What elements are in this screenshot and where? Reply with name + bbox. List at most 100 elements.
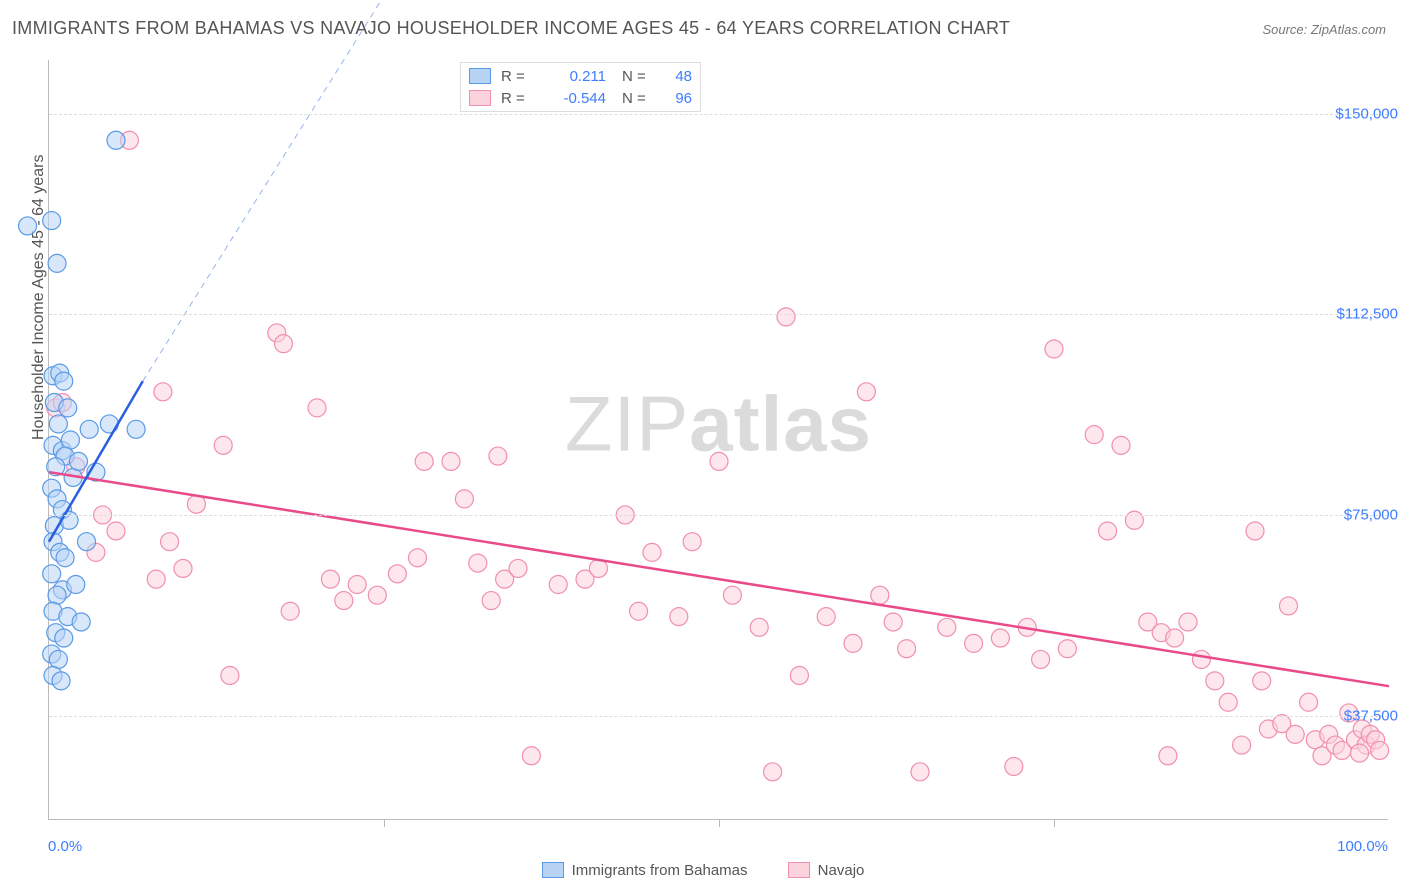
data-point	[147, 570, 165, 588]
series-legend: Immigrants from Bahamas Navajo	[0, 862, 1406, 883]
data-point	[1206, 672, 1224, 690]
data-point	[482, 592, 500, 610]
data-point	[817, 608, 835, 626]
data-point	[59, 399, 77, 417]
legend-item-1: Navajo	[788, 862, 865, 879]
source-attribution: Source: ZipAtlas.com	[1262, 22, 1386, 37]
data-point	[643, 543, 661, 561]
data-point	[55, 372, 73, 390]
data-point	[127, 420, 145, 438]
data-point	[1286, 725, 1304, 743]
data-point	[48, 586, 66, 604]
data-point	[1219, 693, 1237, 711]
x-tick-label: 100.0%	[1337, 838, 1388, 855]
data-point	[221, 666, 239, 684]
data-point	[69, 452, 87, 470]
data-point	[308, 399, 326, 417]
data-point	[174, 559, 192, 577]
data-point	[409, 549, 427, 567]
data-point	[991, 629, 1009, 647]
swatch-series-1	[469, 90, 491, 106]
data-point	[790, 666, 808, 684]
data-point	[549, 576, 567, 594]
data-point	[56, 549, 74, 567]
data-point	[857, 383, 875, 401]
data-point	[67, 576, 85, 594]
data-point	[1179, 613, 1197, 631]
data-point	[1032, 650, 1050, 668]
data-point	[1099, 522, 1117, 540]
r-value-1: -0.544	[541, 90, 606, 107]
y-tick-label: $150,000	[1335, 105, 1398, 122]
legend-row-series-0: R = 0.211 N = 48	[469, 65, 692, 87]
data-point	[1058, 640, 1076, 658]
data-point	[107, 131, 125, 149]
data-point	[1246, 522, 1264, 540]
data-point	[489, 447, 507, 465]
series-0-name: Immigrants from Bahamas	[572, 862, 748, 879]
data-point	[710, 452, 728, 470]
data-point	[1280, 597, 1298, 615]
data-point	[100, 415, 118, 433]
data-point	[72, 613, 90, 631]
data-point	[43, 212, 61, 230]
data-point	[335, 592, 353, 610]
data-point	[348, 576, 366, 594]
data-point	[884, 613, 902, 631]
data-point	[1112, 436, 1130, 454]
data-point	[275, 335, 293, 353]
data-point	[388, 565, 406, 583]
data-point	[723, 586, 741, 604]
data-point	[683, 533, 701, 551]
data-point	[522, 747, 540, 765]
legend-item-0: Immigrants from Bahamas	[542, 862, 748, 879]
data-point	[415, 452, 433, 470]
data-point	[107, 522, 125, 540]
data-point	[49, 415, 67, 433]
data-point	[469, 554, 487, 572]
data-point	[1005, 757, 1023, 775]
y-axis-label: Householder Income Ages 45 - 64 years	[30, 155, 48, 441]
data-point	[965, 634, 983, 652]
r-value-0: 0.211	[541, 68, 606, 85]
data-point	[281, 602, 299, 620]
data-point	[509, 559, 527, 577]
data-point	[871, 586, 889, 604]
data-point	[161, 533, 179, 551]
scatter-svg	[49, 60, 1388, 819]
swatch-series-0-icon	[542, 862, 564, 878]
y-tick-label: $37,500	[1344, 707, 1398, 724]
data-point	[938, 618, 956, 636]
data-point	[52, 672, 70, 690]
data-point	[43, 565, 61, 583]
data-point	[1300, 693, 1318, 711]
n-value-1: 96	[662, 90, 692, 107]
x-tick-label: 0.0%	[48, 838, 82, 855]
data-point	[442, 452, 460, 470]
data-point	[1159, 747, 1177, 765]
n-value-0: 48	[662, 68, 692, 85]
data-point	[630, 602, 648, 620]
data-point	[55, 629, 73, 647]
data-point	[777, 308, 795, 326]
y-tick-label: $112,500	[1337, 306, 1398, 323]
data-point	[898, 640, 916, 658]
data-point	[78, 533, 96, 551]
swatch-series-0	[469, 68, 491, 84]
data-point	[455, 490, 473, 508]
data-point	[1351, 744, 1369, 762]
data-point	[1233, 736, 1251, 754]
data-point	[214, 436, 232, 454]
data-point	[1192, 650, 1210, 668]
data-point	[49, 650, 67, 668]
data-point	[48, 254, 66, 272]
correlation-legend: R = 0.211 N = 48 R = -0.544 N = 96	[460, 62, 701, 112]
data-point	[764, 763, 782, 781]
legend-row-series-1: R = -0.544 N = 96	[469, 87, 692, 109]
series-1-name: Navajo	[818, 862, 865, 879]
data-point	[844, 634, 862, 652]
data-point	[1253, 672, 1271, 690]
r-label: R =	[501, 68, 531, 85]
data-point	[911, 763, 929, 781]
data-point	[61, 431, 79, 449]
